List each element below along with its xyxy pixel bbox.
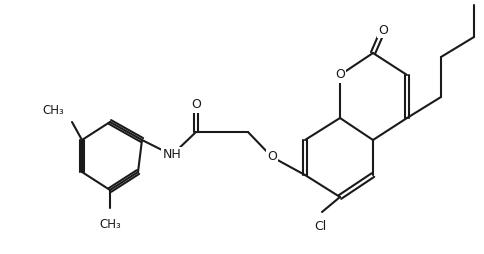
Text: O: O — [378, 24, 387, 37]
Text: NH: NH — [162, 149, 181, 162]
Text: O: O — [267, 151, 276, 164]
Text: O: O — [334, 69, 344, 82]
Text: CH₃: CH₃ — [99, 218, 121, 231]
Text: CH₃: CH₃ — [42, 103, 64, 117]
Text: O: O — [191, 99, 200, 112]
Text: Cl: Cl — [313, 219, 325, 232]
